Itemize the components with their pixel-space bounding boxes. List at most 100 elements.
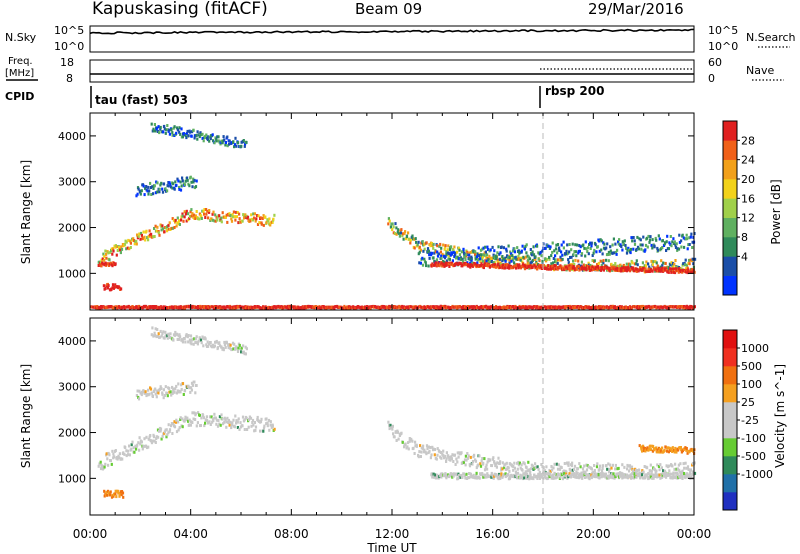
- data-cell: [590, 268, 593, 272]
- data-cell: [180, 127, 183, 131]
- data-cell: [233, 215, 236, 219]
- data-cell: [440, 246, 443, 250]
- data-cell: [184, 415, 187, 419]
- data-cell: [161, 435, 164, 439]
- data-cell: [160, 437, 163, 441]
- data-cell: [257, 214, 260, 218]
- data-cell: [180, 218, 183, 222]
- data-cell: [151, 185, 154, 189]
- data-cell: [190, 420, 193, 424]
- data-cell: [584, 240, 587, 244]
- data-cell: [649, 444, 652, 448]
- data-cell: [154, 333, 157, 337]
- data-cell: [451, 472, 454, 476]
- data-cell: [650, 243, 653, 247]
- data-cell: [166, 433, 169, 437]
- data-cell: [143, 193, 146, 197]
- data-cell: [501, 461, 504, 465]
- data-cell: [528, 261, 531, 265]
- data-cell: [118, 246, 121, 250]
- data-cell: [204, 136, 207, 140]
- data-cell: [433, 475, 436, 479]
- data-cell: [164, 187, 167, 191]
- data-cell: [565, 470, 568, 474]
- data-cell: [614, 250, 618, 254]
- data-cell: [170, 185, 173, 189]
- data-cell: [159, 127, 162, 131]
- data-cell: [631, 472, 634, 476]
- data-cell: [115, 456, 119, 459]
- data-cell: [162, 388, 165, 392]
- data-cell: [493, 461, 496, 465]
- data-cell: [465, 472, 468, 476]
- data-cell: [631, 239, 634, 243]
- data-cell: [568, 243, 571, 246]
- data-cell: [110, 495, 114, 499]
- data-cell: [616, 248, 619, 252]
- data-cell: [411, 234, 414, 238]
- data-cell: [234, 347, 237, 351]
- data-cell: [199, 131, 202, 135]
- data-cell: [450, 252, 454, 256]
- data-cell: [677, 269, 680, 273]
- data-cell: [477, 246, 480, 250]
- data-cell: [212, 419, 215, 423]
- data-cell: [672, 270, 675, 274]
- data-cell: [248, 306, 251, 310]
- data-cell: [262, 214, 265, 218]
- data-cell: [407, 447, 410, 451]
- data-cell: [536, 477, 539, 480]
- data-cell: [178, 223, 181, 226]
- data-cell: [496, 251, 499, 255]
- data-cell: [645, 474, 649, 478]
- data-cell: [482, 253, 485, 257]
- data-cell: [664, 241, 667, 245]
- data-cell: [250, 213, 253, 217]
- data-cell: [659, 476, 662, 480]
- data-cell: [195, 306, 198, 309]
- data-cell: [267, 305, 270, 309]
- data-cell: [113, 285, 116, 289]
- data-cell: [678, 267, 681, 271]
- data-cell: [590, 476, 593, 480]
- data-cell: [424, 261, 427, 265]
- data-cell: [544, 476, 547, 480]
- data-cell: [577, 474, 580, 478]
- data-cell: [166, 229, 169, 233]
- data-cell: [614, 242, 617, 246]
- data-cell: [691, 470, 695, 474]
- data-cell: [572, 259, 575, 263]
- data-cell: [194, 418, 197, 421]
- data-cell: [185, 131, 189, 135]
- data-cell: [244, 306, 247, 310]
- data-cell: [487, 248, 490, 251]
- data-cell: [487, 258, 490, 262]
- data-cell: [536, 305, 539, 309]
- colorbar-segment: [723, 179, 737, 199]
- data-cell: [674, 446, 677, 450]
- data-cell: [418, 261, 421, 265]
- data-cell: [253, 429, 256, 433]
- data-cell: [127, 238, 130, 242]
- data-cell: [582, 263, 585, 267]
- data-cell: [155, 180, 158, 184]
- data-cell: [427, 264, 430, 268]
- data-cell: [439, 304, 443, 308]
- data-cell: [436, 244, 439, 248]
- data-cell: [652, 260, 655, 264]
- data-cell: [692, 262, 695, 266]
- data-cell: [471, 460, 475, 463]
- data-cell: [175, 418, 178, 422]
- power-colorbar-label: Power [dB]: [769, 179, 783, 244]
- data-cell: [551, 241, 554, 245]
- data-cell: [425, 241, 428, 245]
- data-cell: [390, 222, 393, 226]
- data-cell: [541, 249, 544, 253]
- data-cell: [165, 128, 168, 132]
- data-cell: [507, 244, 510, 248]
- data-cell: [243, 418, 246, 422]
- data-cell: [615, 267, 618, 271]
- data-cell: [517, 249, 520, 253]
- data-cell: [458, 474, 461, 478]
- data-cell: [212, 210, 215, 214]
